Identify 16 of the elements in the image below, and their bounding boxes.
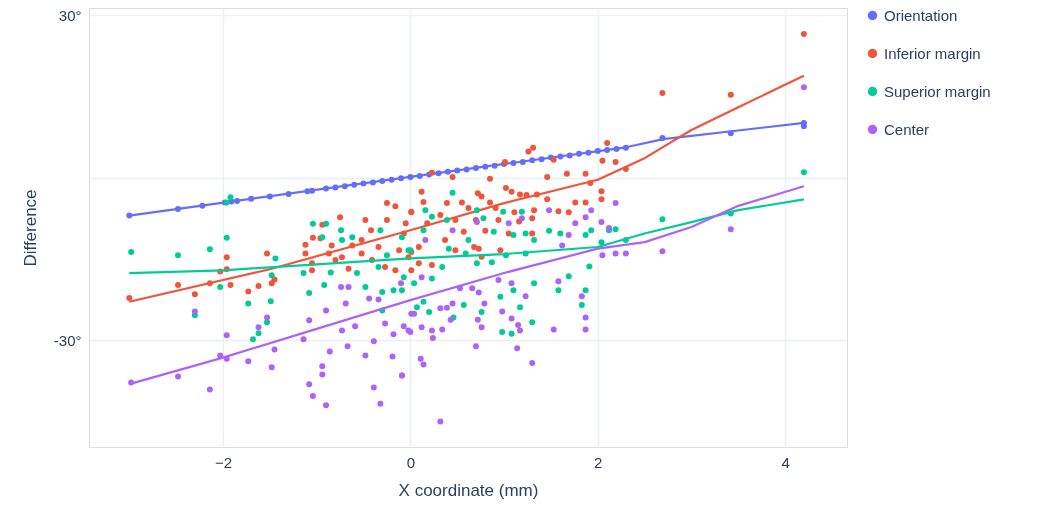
x-tick-label: −2 — [214, 453, 233, 471]
y-tick-label: -30° — [53, 331, 82, 349]
legend-label: Superior margin — [884, 82, 991, 100]
y-tick-label: 30° — [58, 6, 82, 24]
point — [800, 119, 807, 126]
x-tick-label: 4 — [781, 453, 790, 471]
x-axis-title: X coordinate (mm) — [398, 480, 539, 500]
legend-label: Inferior margin — [884, 44, 981, 62]
x-tick-label: 0 — [406, 453, 416, 471]
x-tick-label: 2 — [594, 453, 603, 471]
legend-label: Orientation — [884, 6, 958, 24]
y-axis-title: Difference — [20, 189, 40, 267]
line-series — [128, 185, 805, 386]
legend-label: Center — [884, 120, 930, 138]
line-series — [128, 198, 805, 275]
line-series — [128, 74, 805, 303]
